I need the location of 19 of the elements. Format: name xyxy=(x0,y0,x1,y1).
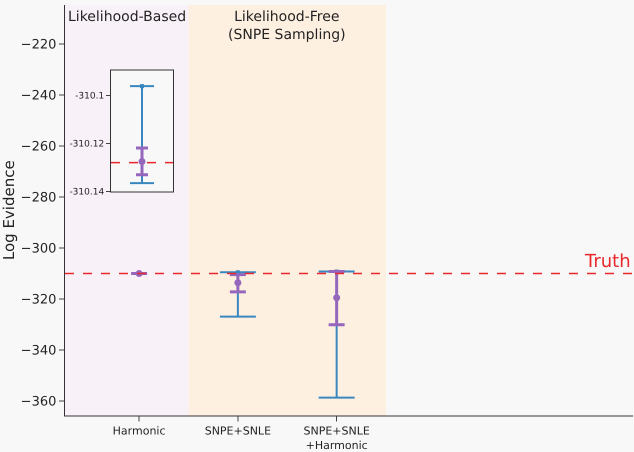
y-axis-title: Log Evidence xyxy=(0,160,18,260)
band-label: Likelihood-Based xyxy=(68,9,186,25)
point xyxy=(333,294,340,302)
x-tick-label: Harmonic xyxy=(112,424,166,438)
y-tick-label: −360 xyxy=(20,394,56,410)
y-tick-label: −280 xyxy=(20,190,56,206)
y-tick-label: −300 xyxy=(20,242,56,257)
y-tick-label: −320 xyxy=(20,292,56,308)
y-tick-label: -310.14 xyxy=(69,188,104,198)
y-tick-label: −340 xyxy=(20,344,56,359)
y-tick-label: -310.12 xyxy=(69,140,104,150)
y-tick-label: −220 xyxy=(20,38,56,53)
x-tick-label: SNPE+SNLE xyxy=(204,424,272,438)
y-tick-label: -310.1 xyxy=(75,91,104,102)
x-tick-label: SNPE+SNLE +Harmonic xyxy=(303,424,370,452)
ref-line-label: Truth xyxy=(584,251,631,272)
band-label: Likelihood-Free (SNPE Sampling) xyxy=(228,9,346,44)
y-tick-label: −260 xyxy=(20,140,56,155)
y-tick-label: −240 xyxy=(20,88,56,104)
